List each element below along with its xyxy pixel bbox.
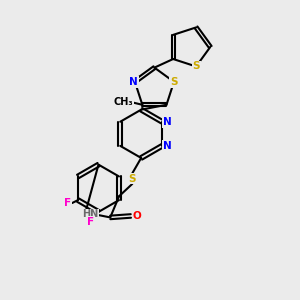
Text: F: F: [87, 217, 94, 227]
Text: S: S: [170, 77, 178, 87]
Text: N: N: [163, 141, 172, 151]
Text: F: F: [64, 198, 71, 208]
Text: N: N: [129, 77, 138, 87]
Text: S: S: [129, 174, 136, 184]
Text: N: N: [163, 117, 172, 127]
Text: O: O: [132, 211, 141, 221]
Text: CH₃: CH₃: [113, 97, 133, 107]
Text: HN: HN: [82, 209, 98, 220]
Text: S: S: [192, 61, 200, 71]
